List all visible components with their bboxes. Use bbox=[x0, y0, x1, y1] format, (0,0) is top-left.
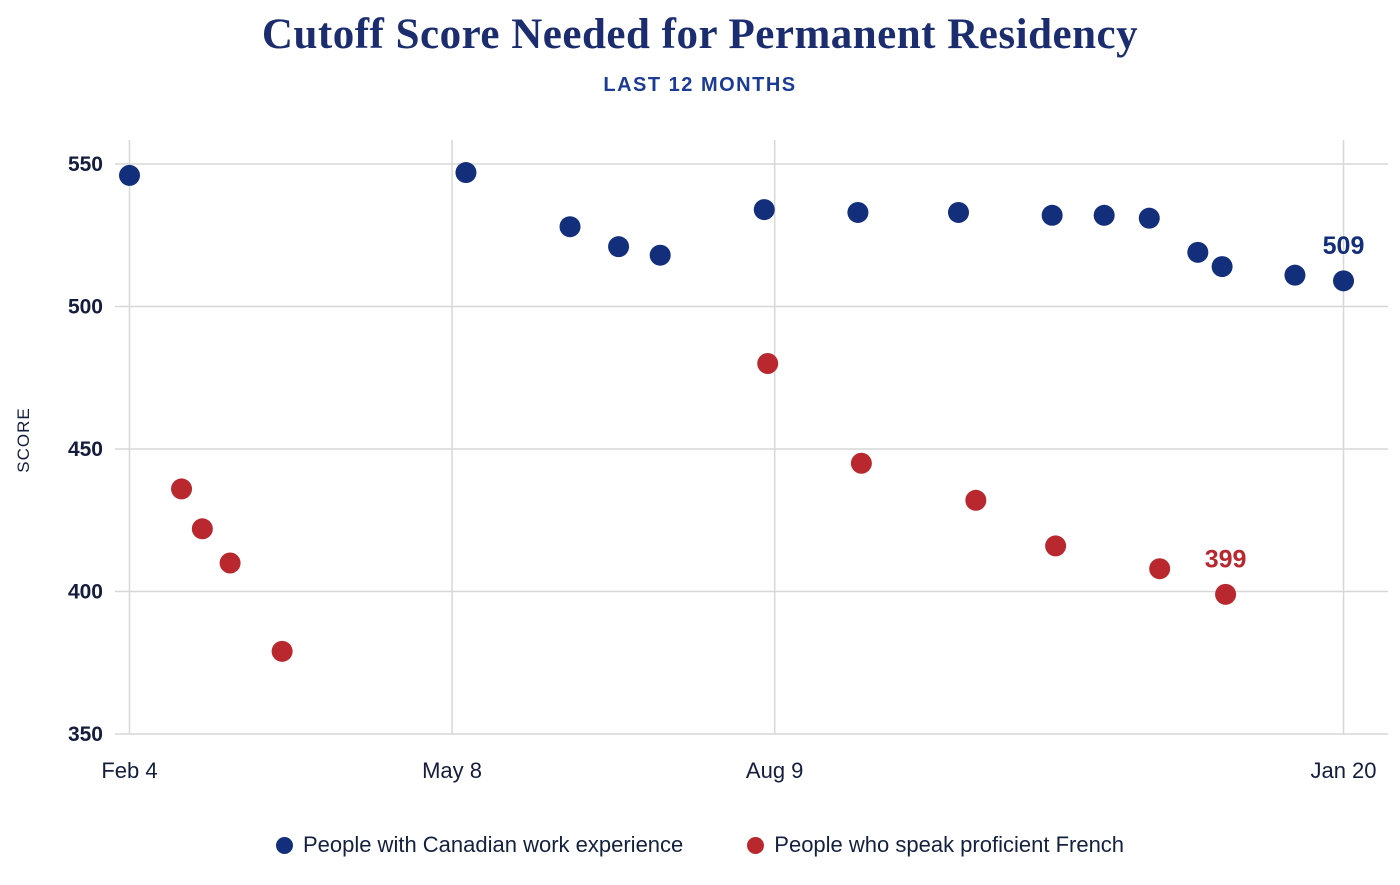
chart-title: Cutoff Score Needed for Permanent Reside… bbox=[261, 11, 1139, 58]
legend-dot-red-icon bbox=[747, 836, 765, 854]
legend-label: People with Canadian work experience bbox=[302, 832, 684, 857]
data-point-proficient-french bbox=[1215, 583, 1237, 605]
y-tick-label: 450 bbox=[68, 438, 103, 461]
data-point-canadian-work-experience bbox=[1093, 204, 1115, 226]
data-point-proficient-french bbox=[271, 640, 293, 662]
data-point-canadian-work-experience bbox=[753, 199, 775, 221]
data-point-proficient-french bbox=[757, 353, 779, 374]
data-point-proficient-french bbox=[191, 518, 213, 540]
data-point-canadian-work-experience bbox=[847, 201, 869, 223]
y-tick-label: 350 bbox=[68, 723, 103, 746]
x-tick-label: Jan 20 bbox=[1310, 758, 1376, 783]
data-point-canadian-work-experience bbox=[1187, 241, 1209, 263]
legend-dot-blue-icon bbox=[275, 836, 293, 854]
legend-label: People who speak proficient French bbox=[774, 832, 1125, 857]
y-tick-label: 500 bbox=[68, 296, 103, 319]
y-tick-label: 400 bbox=[68, 581, 103, 604]
data-point-canadian-work-experience bbox=[947, 201, 969, 223]
legend-item-canadian-work-experience: People with Canadian work experience bbox=[275, 832, 684, 858]
data-point-canadian-work-experience bbox=[455, 162, 477, 184]
data-point-canadian-work-experience bbox=[608, 236, 630, 258]
x-tick-label: Feb 4 bbox=[101, 758, 157, 783]
data-point-proficient-french bbox=[219, 552, 241, 574]
legend-item-proficient-french: People who speak proficient French bbox=[747, 832, 1124, 858]
data-point-canadian-work-experience bbox=[559, 216, 581, 238]
data-point-canadian-work-experience bbox=[1333, 270, 1355, 292]
x-tick-label: Aug 9 bbox=[746, 758, 804, 783]
data-point-proficient-french bbox=[171, 478, 193, 500]
data-point-proficient-french bbox=[1149, 558, 1171, 580]
data-point-canadian-work-experience bbox=[649, 244, 671, 266]
legend: People with Canadian work experience Peo… bbox=[0, 832, 1400, 858]
data-point-value-label: 399 bbox=[1205, 545, 1247, 573]
x-tick-label: May 8 bbox=[422, 758, 482, 783]
data-point-canadian-work-experience bbox=[1138, 207, 1160, 229]
data-point-canadian-work-experience bbox=[119, 164, 140, 186]
data-point-value-label: 509 bbox=[1323, 232, 1365, 260]
y-tick-label: 550 bbox=[68, 153, 103, 176]
data-point-canadian-work-experience bbox=[1284, 264, 1306, 286]
data-point-canadian-work-experience bbox=[1211, 256, 1233, 278]
data-point-proficient-french bbox=[965, 489, 987, 511]
data-point-canadian-work-experience bbox=[1041, 204, 1063, 226]
data-point-proficient-french bbox=[850, 452, 872, 474]
chart-subtitle: LAST 12 MONTHS bbox=[603, 74, 797, 96]
data-point-proficient-french bbox=[1045, 535, 1067, 557]
